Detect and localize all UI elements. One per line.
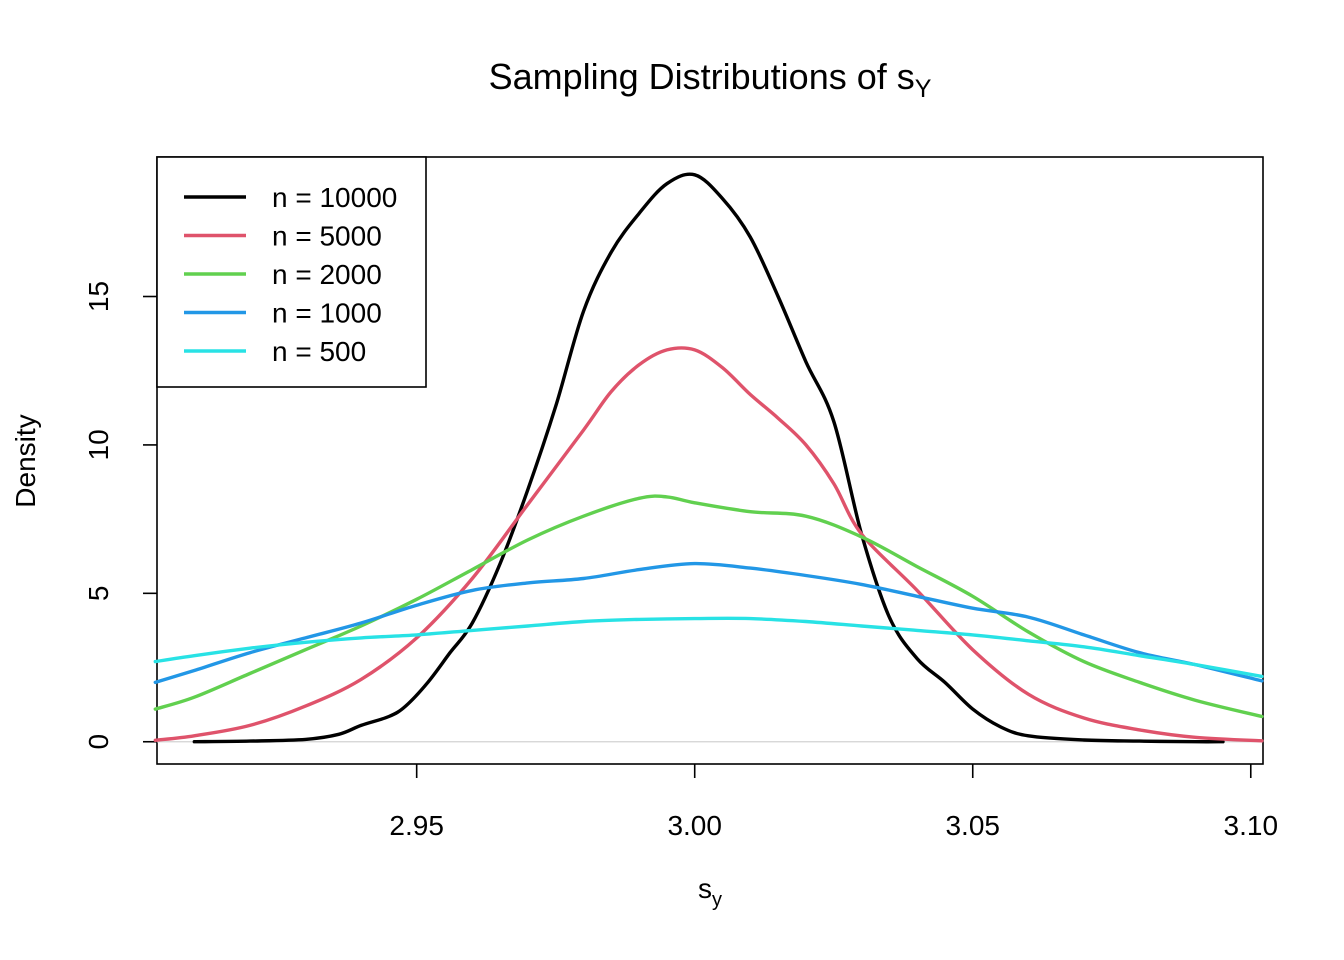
series-line-3 xyxy=(153,494,1264,719)
legend-label: n = 10000 xyxy=(272,182,397,213)
x-tick-label: 3.10 xyxy=(1224,810,1279,841)
series-line-2 xyxy=(153,346,1264,743)
x-tick-label: 3.00 xyxy=(667,810,722,841)
y-axis-label: Density xyxy=(10,414,41,507)
legend-label: n = 500 xyxy=(272,336,366,367)
y-tick-label: 0 xyxy=(83,734,114,750)
legend-label: n = 1000 xyxy=(272,298,382,329)
x-tick-label: 3.05 xyxy=(945,810,1000,841)
x-axis-label: sy xyxy=(698,873,722,911)
chart-title: Sampling Distributions of sY xyxy=(489,56,932,103)
axis-layer: 2.95 3.00 3.05 3.10 0 5 10 15 xyxy=(83,281,1278,841)
y-tick-label: 5 xyxy=(83,586,114,602)
x-axis-label-subscript: y xyxy=(712,889,722,911)
plot-frame xyxy=(156,156,1264,765)
x-tick-label: 2.95 xyxy=(389,810,444,841)
chart-title-subscript: Y xyxy=(915,75,932,103)
chart-title-main: Sampling Distributions of s xyxy=(489,56,915,97)
series-line-4 xyxy=(153,561,1264,685)
legend: n = 10000 n = 5000 n = 2000 n = 1000 n = 500 xyxy=(156,156,427,388)
series-layer xyxy=(153,172,1264,744)
y-tick-label: 10 xyxy=(83,429,114,460)
legend-label: n = 5000 xyxy=(272,221,382,252)
y-tick-label: 15 xyxy=(83,281,114,312)
legend-label: n = 2000 xyxy=(272,259,382,290)
x-axis-label-main: s xyxy=(698,873,712,904)
series-line-5 xyxy=(153,616,1264,679)
series-line-1 xyxy=(192,172,1225,744)
